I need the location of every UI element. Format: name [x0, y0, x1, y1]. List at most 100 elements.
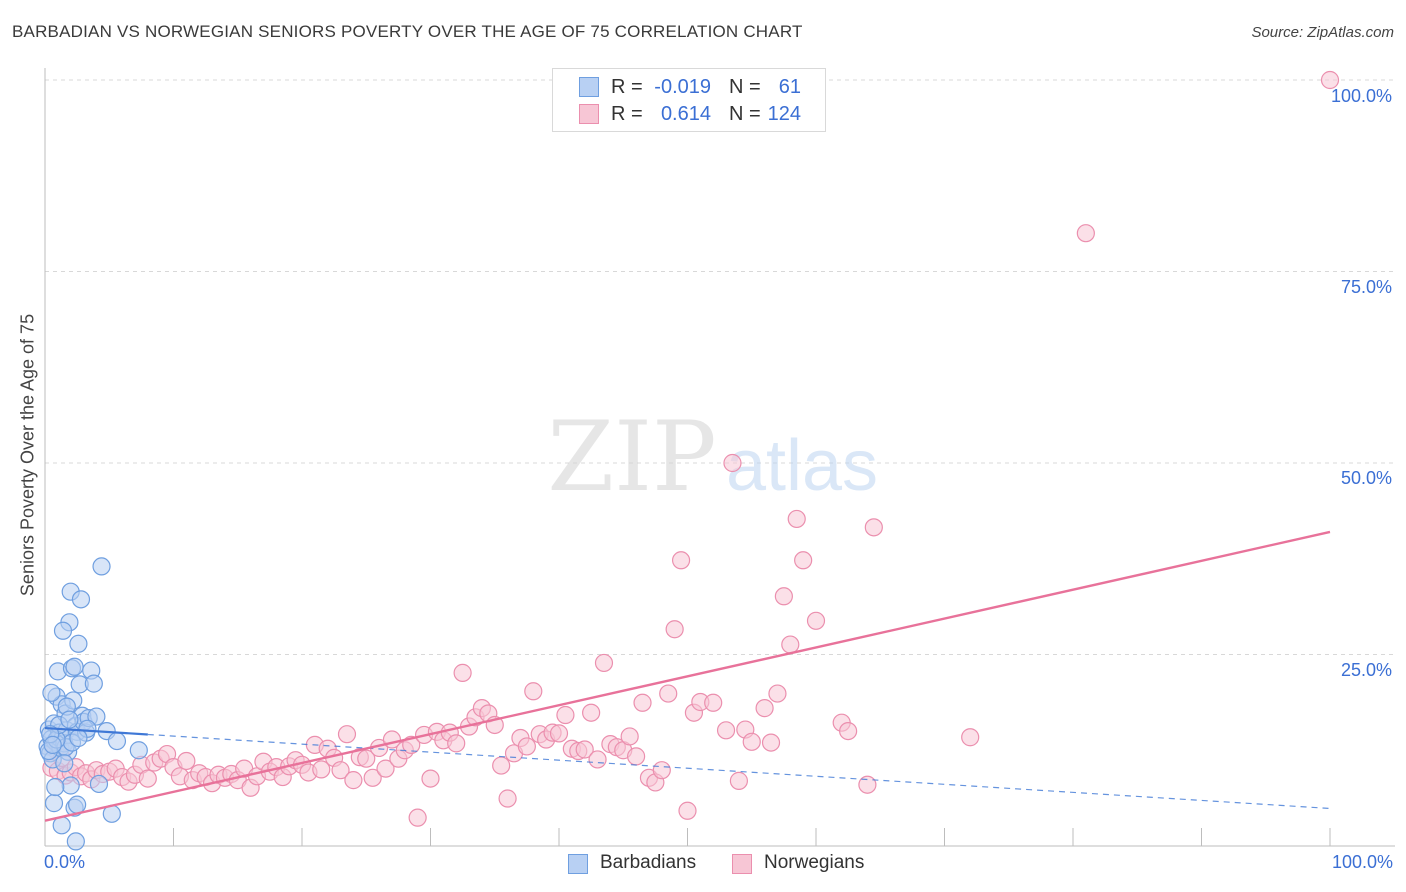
- norwegian-point: [723, 453, 742, 473]
- barbadian-point: [129, 741, 148, 760]
- correlation-legend: R = -0.019 N = 61 R = 0.614 N = 124: [552, 68, 826, 132]
- norwegian-point: [864, 518, 883, 537]
- norwegian-point: [312, 760, 331, 779]
- legend-n-label: N =: [729, 76, 761, 98]
- barbadian-point: [71, 590, 91, 609]
- barbadian-point: [92, 557, 111, 576]
- barbadian-point: [43, 735, 62, 754]
- norwegian-point: [665, 620, 684, 639]
- norwegian-point: [376, 759, 395, 778]
- barbadian-point: [61, 776, 80, 795]
- y-tick-label: 100.0%: [1330, 86, 1392, 106]
- norwegian-point: [858, 775, 877, 794]
- norwegian-point: [575, 740, 594, 759]
- y-tick-label: 25.0%: [1340, 660, 1392, 680]
- norwegian-point: [774, 587, 793, 606]
- norwegian-point: [556, 705, 575, 725]
- norwegian-point: [549, 724, 569, 743]
- norwegian-trendline: [44, 530, 1331, 822]
- norwegian-point: [1076, 224, 1095, 243]
- barbadian-point: [60, 710, 79, 729]
- legend-swatch-pink: [579, 104, 599, 124]
- barbadian-point: [87, 707, 106, 726]
- legend-r-label: R =: [611, 103, 643, 125]
- barbadian-point: [69, 728, 88, 748]
- norwegian-point: [363, 768, 382, 787]
- norwegian-point: [620, 727, 639, 746]
- norwegian-point: [453, 663, 472, 682]
- norwegian-point: [678, 801, 697, 820]
- norwegian-point: [729, 771, 749, 790]
- norwegian-point: [344, 771, 363, 790]
- norwegian-point: [659, 684, 678, 703]
- watermark-zip: ZIP: [547, 401, 716, 513]
- barbadian-point: [66, 832, 85, 851]
- norwegian-point: [594, 653, 614, 673]
- norwegian-point: [402, 735, 421, 754]
- barbadian-point: [46, 777, 65, 797]
- legend-n-label: N =: [729, 103, 761, 125]
- legend-row-barbadians: R = -0.019 N = 61: [553, 74, 825, 101]
- legend-r-value: -0.019: [654, 76, 711, 98]
- norwegian-point: [761, 733, 781, 752]
- chart-source: Source: ZipAtlas.com: [1251, 24, 1394, 41]
- watermark-atlas: atlas: [726, 426, 878, 506]
- norwegian-point: [421, 769, 440, 788]
- points-layer: [38, 70, 1340, 851]
- chart-title: BARBADIAN VS NORWEGIAN SENIORS POVERTY O…: [12, 22, 803, 41]
- norwegian-point: [337, 725, 357, 744]
- barbadian-point: [55, 754, 74, 773]
- bottom-legend-label: Norwegians: [764, 852, 865, 873]
- legend-n-value: 124: [767, 103, 801, 125]
- watermark: ZIP atlas: [547, 401, 878, 513]
- norwegian-point: [652, 761, 671, 780]
- norwegian-point: [671, 551, 691, 570]
- norwegian-point: [524, 682, 543, 701]
- norwegian-point: [498, 789, 517, 808]
- norwegian-point: [716, 721, 736, 740]
- barbadian-point: [107, 731, 127, 751]
- legend-swatch-blue: [579, 77, 599, 97]
- axis-layer: [44, 68, 1395, 847]
- norwegian-point: [768, 684, 787, 703]
- barbadian-point: [68, 795, 87, 814]
- norwegian-point: [447, 734, 466, 753]
- bottom-legend-swatch-blue: [568, 854, 588, 874]
- legend-row-norwegians: R = 0.614 N = 124: [553, 101, 825, 128]
- norwegian-point: [582, 703, 601, 722]
- norwegian-point: [626, 747, 646, 766]
- trend-layer: [44, 530, 1331, 822]
- norwegian-point: [806, 611, 826, 630]
- norwegian-point: [755, 699, 774, 718]
- barbadian-point: [69, 634, 88, 653]
- legend-r-value: 0.614: [660, 103, 711, 125]
- y-tick-label: 75.0%: [1340, 277, 1392, 297]
- barbadian-point: [42, 683, 61, 702]
- grid-layer: [45, 79, 1395, 655]
- norwegian-point: [839, 721, 858, 741]
- norwegian-point: [408, 808, 427, 827]
- legend-r-label: R =: [611, 76, 643, 98]
- norwegian-point: [704, 693, 723, 712]
- norwegian-point: [492, 756, 511, 775]
- norwegian-point: [138, 769, 157, 788]
- barbadian-point: [65, 657, 84, 676]
- norwegian-point: [633, 693, 652, 712]
- norwegian-point: [357, 749, 376, 768]
- norwegian-point: [1320, 70, 1340, 90]
- barbadian-point: [44, 794, 64, 813]
- legend-n-value: 61: [778, 76, 801, 98]
- barbadian-trendline-solid: [44, 726, 148, 736]
- bottom-legend-label: Barbadians: [600, 852, 697, 873]
- x-tick-label-max: 100.0%: [1331, 852, 1393, 872]
- norwegian-point: [331, 761, 350, 780]
- norwegian-point: [961, 728, 980, 747]
- y-tick-label: 50.0%: [1340, 468, 1392, 488]
- norwegian-point: [787, 509, 806, 529]
- x-tick-label-min: 0.0%: [44, 852, 86, 872]
- norwegian-point: [742, 732, 761, 751]
- barbadian-point: [89, 774, 109, 794]
- barbadian-point: [53, 621, 73, 640]
- barbadian-point: [84, 674, 103, 693]
